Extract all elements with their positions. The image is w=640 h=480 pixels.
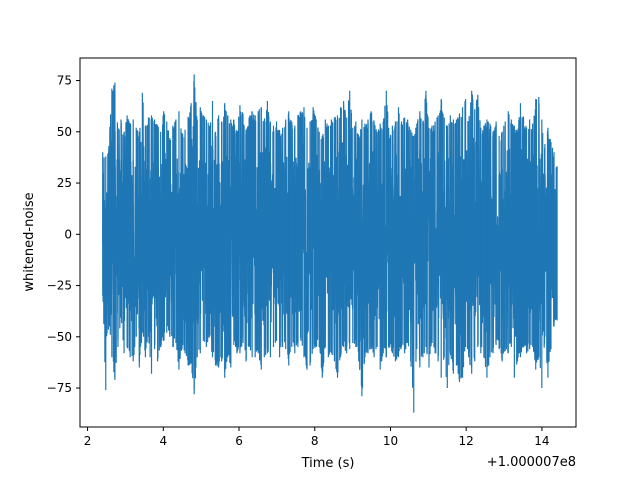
x-tick-label: 10	[383, 434, 398, 448]
x-axis-label: Time (s)	[301, 456, 355, 471]
x-tick-label: 4	[159, 434, 167, 448]
x-offset-label: +1.000007e8	[487, 455, 576, 470]
plot-frame	[79, 57, 577, 428]
x-tick-label: 14	[534, 434, 549, 448]
x-tick-label: 2	[84, 434, 92, 448]
x-tick-label: 8	[311, 434, 319, 448]
x-tick-label: 12	[459, 434, 474, 448]
y-tick-label: −50	[47, 330, 72, 344]
y-tick-label: 75	[57, 74, 72, 88]
x-axis-ticks: 2 4 6 8 10 12 14	[84, 427, 550, 448]
y-tick-label: 25	[57, 176, 72, 190]
y-axis-ticks: −75 −50 −25 0 25 50 75	[47, 74, 80, 395]
y-tick-label: 0	[64, 227, 72, 241]
y-axis-label: whitened-noise	[22, 192, 37, 291]
y-tick-label: −75	[47, 381, 72, 395]
x-tick-label: 6	[235, 434, 243, 448]
y-tick-label: −25	[47, 279, 72, 293]
y-tick-label: 50	[57, 125, 72, 139]
series-layer	[102, 74, 558, 413]
